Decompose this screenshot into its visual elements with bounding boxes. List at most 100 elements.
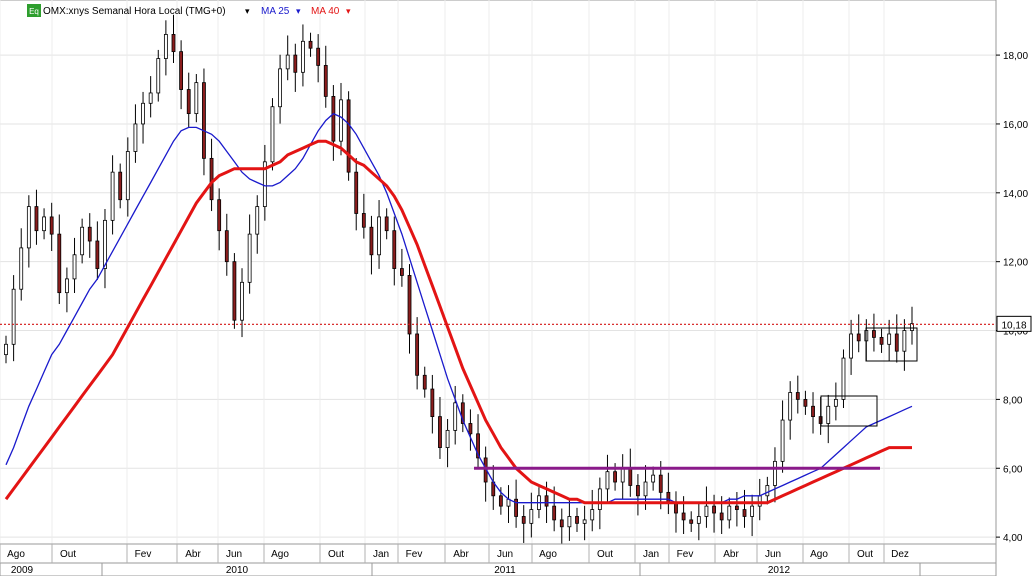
- candle: [826, 394, 831, 444]
- candle: [118, 163, 123, 209]
- candle: [4, 335, 8, 364]
- candle: [148, 76, 153, 118]
- candle: [696, 502, 701, 541]
- candle: [605, 454, 610, 504]
- consolidation-box-2: [865, 327, 918, 362]
- candle: [247, 214, 252, 294]
- year-label: 2011: [494, 565, 516, 576]
- candles: [4, 14, 914, 547]
- candle: [285, 35, 290, 81]
- x-tick-label: Ago: [539, 549, 557, 560]
- x-tick-label: Jun: [497, 549, 513, 560]
- legend-ma40[interactable]: MA 40: [311, 6, 340, 17]
- x-tick-label: Jan: [643, 549, 659, 560]
- last-price-badge: 10,18: [996, 315, 1032, 332]
- candle: [209, 138, 214, 212]
- candle: [163, 20, 168, 76]
- y-tick-label: 16,00: [1003, 120, 1028, 131]
- candle: [293, 43, 298, 92]
- candle: [887, 319, 892, 362]
- chart-title: OMX:xnys Semanal Hora Local (TMG+0): [43, 6, 226, 17]
- candle: [80, 218, 85, 264]
- x-tick-label: Ago: [271, 549, 289, 560]
- last-price-label: 10,18: [1001, 320, 1026, 331]
- candle: [156, 49, 161, 102]
- candle: [308, 32, 313, 57]
- ma25-line: [5, 112, 913, 504]
- candle: [438, 396, 442, 459]
- candle: [57, 214, 62, 305]
- candle: [34, 189, 39, 245]
- instrument-badge-icon: [27, 4, 41, 17]
- ma40-dropdown-icon[interactable]: ▾: [346, 6, 351, 16]
- candle: [765, 476, 770, 505]
- candle: [468, 409, 473, 451]
- candle: [704, 486, 709, 528]
- x-tick-label: Abr: [723, 549, 739, 560]
- candle: [833, 382, 838, 421]
- y-tick-label: 14,00: [1003, 189, 1028, 200]
- x-tick-label: Dez: [891, 549, 909, 560]
- candle: [384, 208, 389, 240]
- x-tick-label: Fev: [135, 549, 152, 560]
- x-tick-label: Out: [857, 549, 873, 560]
- candle: [65, 267, 69, 313]
- candle: [224, 213, 229, 276]
- candle: [255, 195, 260, 254]
- y-tick-label: 18,00: [1003, 51, 1028, 62]
- candle: [262, 144, 267, 221]
- candle: [171, 14, 176, 64]
- candle: [316, 34, 321, 83]
- title-dropdown-icon[interactable]: ▾: [245, 6, 250, 16]
- plot-area: [0, 0, 997, 545]
- candle: [179, 40, 184, 110]
- candle: [849, 319, 853, 375]
- candle: [841, 349, 846, 408]
- candle: [301, 24, 305, 87]
- candle: [521, 505, 526, 543]
- ma40-line: [4, 139, 912, 505]
- candle: [323, 45, 328, 108]
- candle: [453, 385, 458, 445]
- candle: [788, 381, 793, 440]
- candle: [514, 479, 519, 528]
- candle: [331, 85, 336, 161]
- x-tick-label: Abr: [185, 549, 201, 560]
- x-tick-label: Ago: [810, 549, 828, 560]
- candle: [636, 474, 640, 516]
- candle: [339, 82, 343, 156]
- y-axis: 4,00 6,00 8,00 10,00 12,00 14,00 16,00 18,00: [996, 51, 1028, 544]
- y-tick-label: 4,00: [1003, 533, 1023, 544]
- candle: [811, 392, 815, 434]
- x-tick-label: Fev: [406, 549, 423, 560]
- candle: [186, 72, 191, 128]
- candle: [422, 366, 427, 398]
- candle: [803, 390, 808, 415]
- candle: [575, 507, 579, 532]
- candle: [11, 275, 16, 362]
- legend-ma25[interactable]: MA 25: [261, 6, 290, 17]
- year-label: 2010: [226, 565, 249, 576]
- candle: [278, 54, 282, 124]
- candle: [430, 374, 435, 434]
- ma25-dropdown-icon[interactable]: ▾: [296, 6, 301, 16]
- candle: [773, 447, 777, 503]
- candle: [141, 91, 145, 144]
- candle: [392, 216, 397, 286]
- candle: [689, 511, 694, 532]
- candle: [529, 492, 534, 538]
- candle: [361, 193, 366, 239]
- legend[interactable]: Eq OMX:xnys Semanal Hora Local (TMG+0) ▾…: [27, 4, 351, 17]
- candle: [346, 91, 351, 181]
- candle: [415, 317, 420, 390]
- candle: [910, 306, 914, 345]
- candle: [856, 314, 861, 353]
- x-tick-label: Fev: [677, 549, 694, 560]
- candle: [377, 200, 381, 269]
- candle: [590, 489, 595, 532]
- year-label: 2012: [768, 565, 791, 576]
- candle: [734, 492, 739, 527]
- candle: [476, 414, 480, 470]
- candle: [651, 466, 656, 491]
